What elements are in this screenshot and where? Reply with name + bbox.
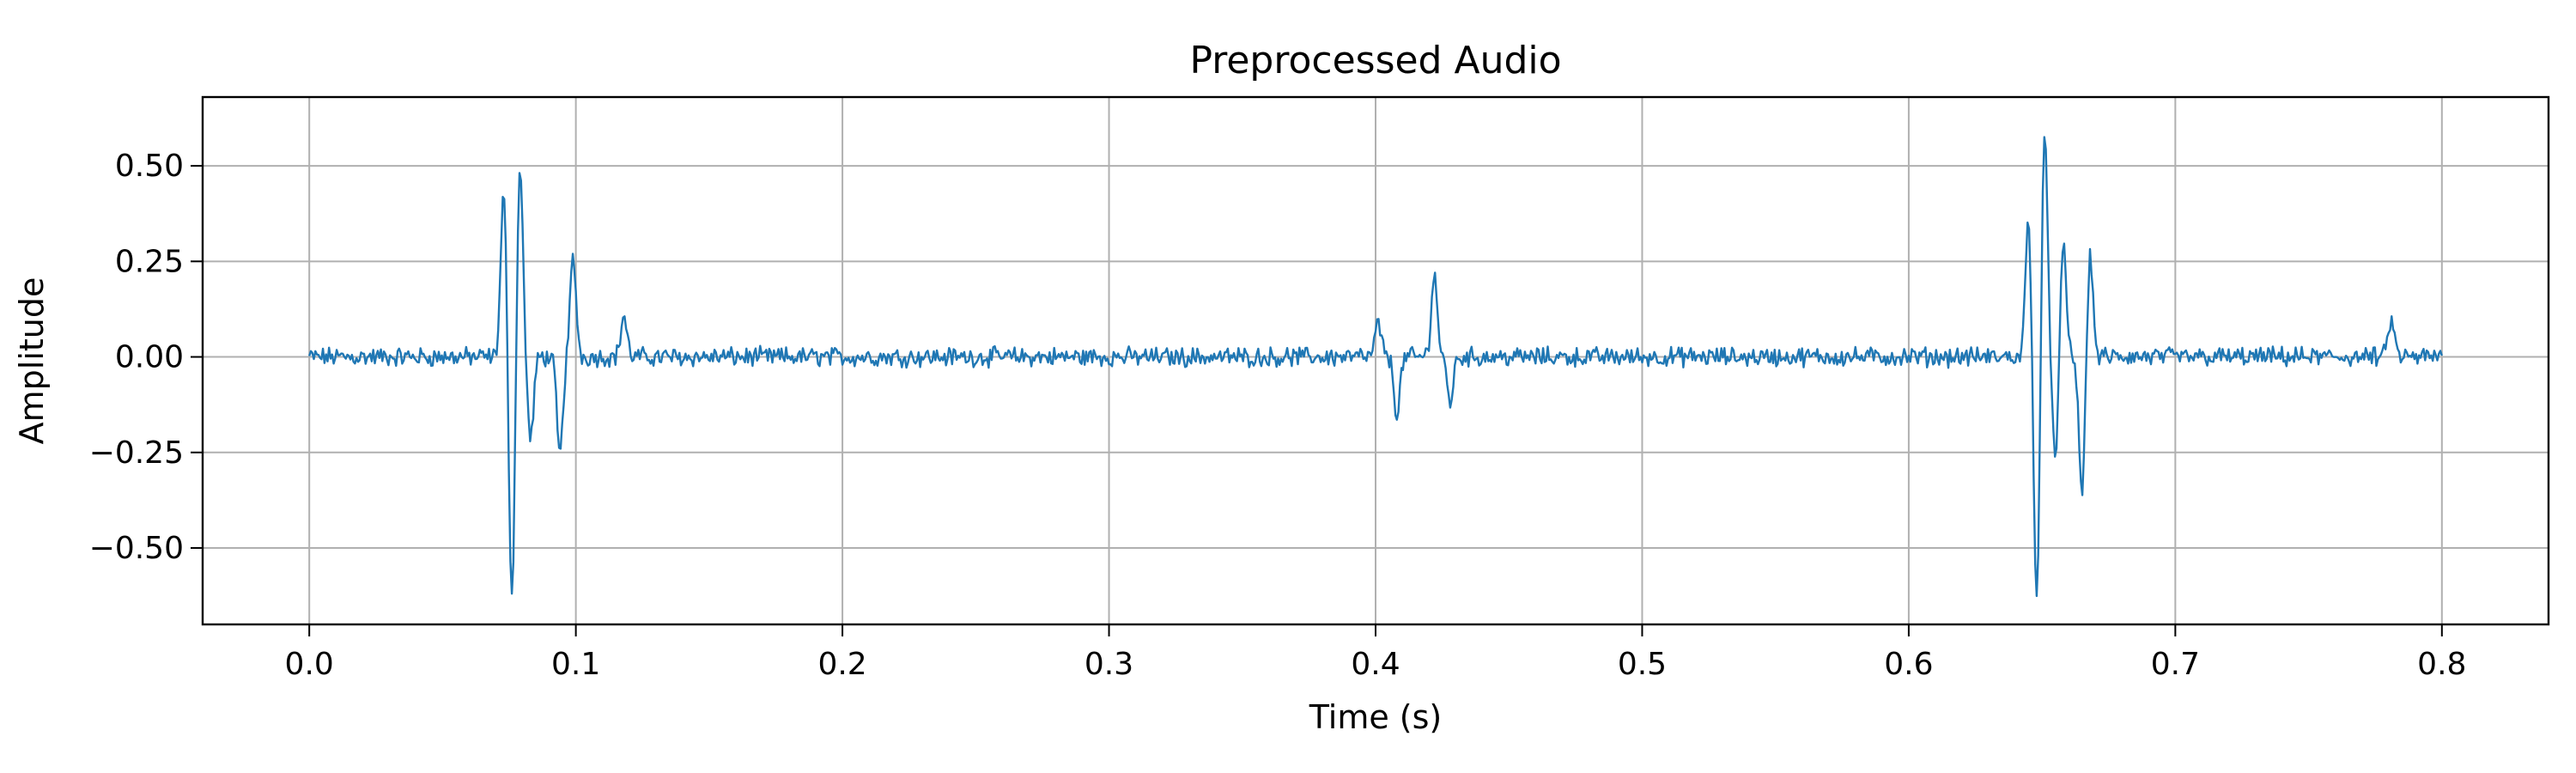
y-tick-label: −0.25 [89,435,184,471]
x-tick-label: 0.7 [2151,647,2200,682]
y-tick-label: 0.00 [115,340,184,375]
x-tick-label: 0.6 [1884,647,1933,682]
chart-title: Preprocessed Audio [1189,39,1561,82]
y-tick-label: −0.50 [89,531,184,566]
x-tick-label: 0.4 [1351,647,1400,682]
y-tick-label: 0.25 [115,244,184,279]
x-tick-label: 0.5 [1618,647,1667,682]
x-tick-label: 0.0 [285,647,334,682]
ticks: 0.0 0.1 0.2 0.3 0.4 0.5 0.6 0.7 0.8 0.50 0.25 0.00 −… [89,149,2467,682]
x-tick-label: 0.8 [2417,647,2466,682]
y-axis-label: Amplitude [13,277,51,445]
x-axis-label: Time (s) [1309,698,1443,736]
y-tick-label: 0.50 [115,149,184,184]
audio-waveform-line [308,136,2443,598]
x-tick-label: 0.1 [551,647,600,682]
x-tick-label: 0.3 [1084,647,1133,682]
x-tick-label: 0.2 [817,647,866,682]
plot-area [308,136,2443,598]
